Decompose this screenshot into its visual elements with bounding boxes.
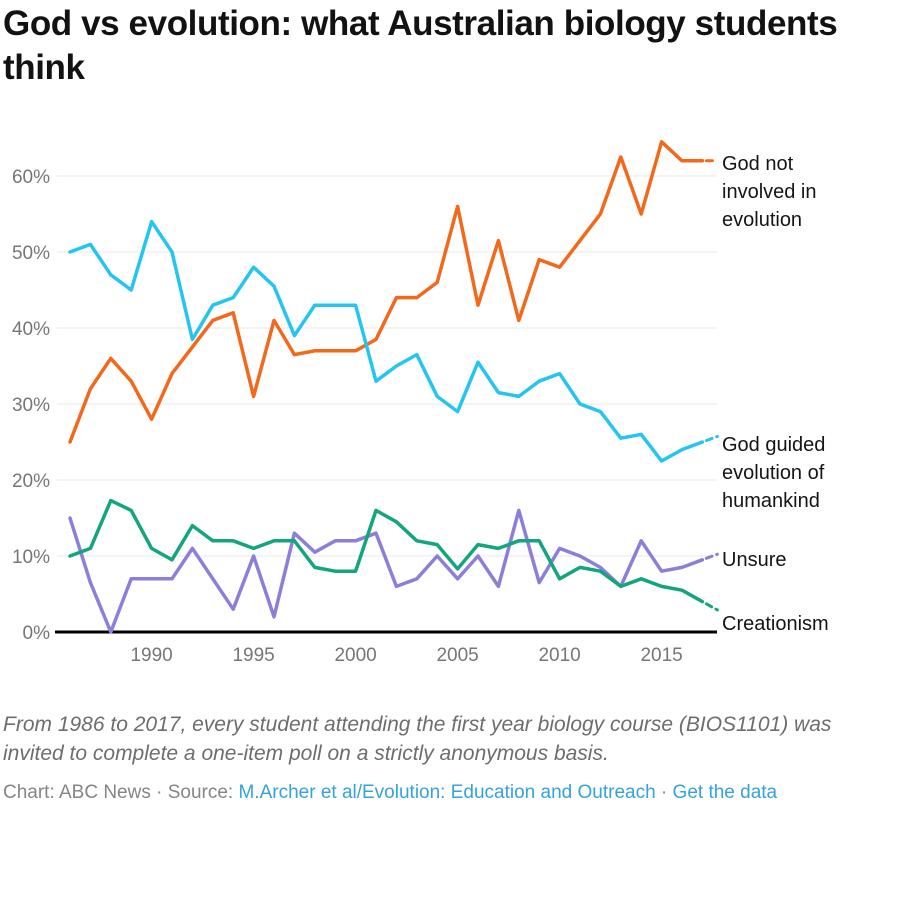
y-tick-label: 10% (12, 547, 50, 568)
series-label-line: Unsure (722, 548, 787, 571)
series-line-god-guided (68, 219, 705, 463)
x-tick-label: 2005 (436, 645, 478, 666)
series-label-line: God not (722, 152, 794, 175)
x-tick-label: 2015 (640, 645, 682, 666)
series-label-creationism: Creationism (722, 610, 894, 638)
source-link[interactable]: M.Archer et al/Evolution: Education and … (238, 782, 656, 803)
series-label-line: evolution of (722, 462, 825, 484)
get-data-link[interactable]: Get the data (672, 782, 778, 803)
series-label-unsure: Unsure (722, 546, 894, 574)
y-tick-label: 0% (23, 623, 51, 644)
credit-line: Chart: ABC News · Source: M.Archer et al… (3, 782, 777, 804)
series-label-line: Creationism (722, 612, 829, 635)
series-line-creationism (68, 498, 705, 604)
x-tick-label: 2010 (538, 645, 580, 666)
page-title: God vs evolution: what Australian biolog… (3, 4, 838, 87)
series-dash-creationism (704, 602, 719, 612)
x-tick-label: 2000 (334, 645, 376, 666)
line-chart: 0% 10% 20% 30% 40% 50% 60% 1990 1995 2000 2005 2010… (12, 140, 719, 666)
credit-separator: · (655, 782, 673, 803)
series-line-unsure (68, 508, 705, 634)
y-tick-label: 50% (12, 243, 50, 264)
series-label-line: involved in (722, 180, 817, 203)
series-label-god-guided: God guided evolution of humankind (722, 431, 894, 515)
series-label-god-not-involved: God not involved in evolution (722, 150, 894, 234)
y-tick-label: 30% (12, 395, 50, 416)
series-dash-unsure (704, 552, 719, 560)
footer-note: From 1986 to 2017, every student attendi… (3, 713, 832, 765)
x-tick-label: 1990 (130, 645, 172, 666)
y-tick-label: 60% (12, 167, 50, 188)
series-label-line: humankind (722, 490, 820, 512)
y-tick-label: 40% (12, 319, 50, 340)
series-label-line: evolution (722, 208, 803, 231)
credit-prefix: Chart: ABC News · Source: (3, 782, 239, 803)
series-label-line: God guided (722, 434, 826, 456)
y-tick-label: 20% (12, 471, 50, 492)
series-line-god-not-involved (68, 140, 705, 444)
x-tick-label: 1995 (232, 645, 274, 666)
series-dash-god-guided (704, 434, 719, 443)
